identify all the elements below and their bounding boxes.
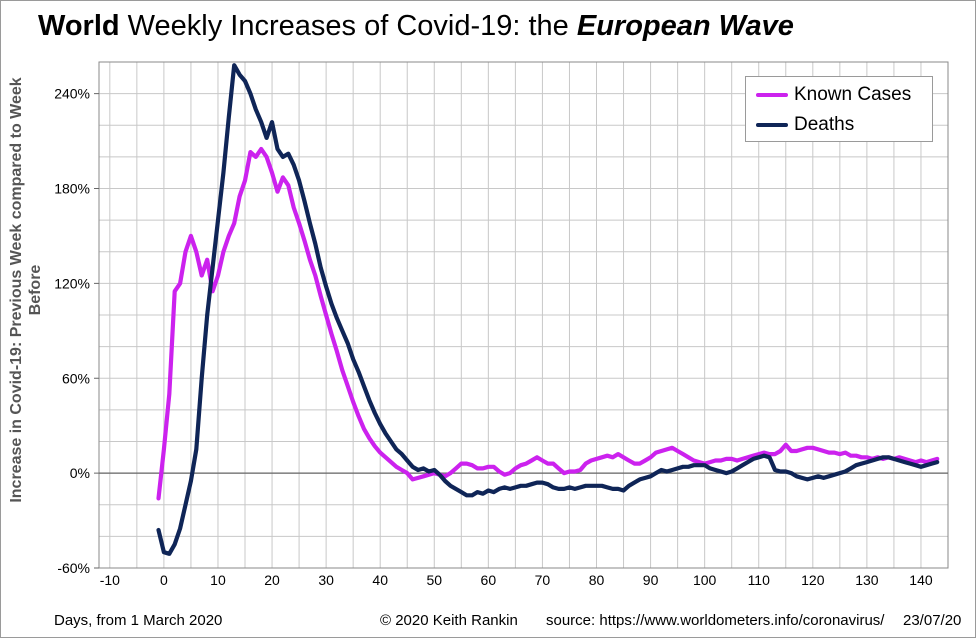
y-tick-label: 240% [54,86,90,102]
x-tick-label: 130 [855,572,879,588]
x-tick-label: 120 [801,572,825,588]
x-axis-label: Days, from 1 March 2020 [54,612,223,629]
plot-area [98,61,949,569]
x-tick-label: 0 [160,572,168,588]
title-world: World [38,10,120,42]
legend-item-deaths: Deaths [756,113,932,137]
y-tick-label: 60% [62,370,90,386]
x-tick-label: 40 [372,572,388,588]
y-tick-label: -60% [57,560,90,576]
data-source: source: https://www.worldometers.info/co… [546,612,885,629]
x-tick-label: 50 [426,572,442,588]
x-tick-label: 90 [643,572,659,588]
legend-swatch-known-cases [756,93,788,97]
x-tick-label: 20 [264,572,280,588]
legend-item-known-cases: Known Cases [756,83,932,107]
y-tick-label: 180% [54,181,90,197]
legend-label-deaths: Deaths [794,114,855,135]
x-tick-label: 100 [693,572,717,588]
copyright-credit: © 2020 Keith Rankin [380,612,518,629]
x-tick-label: 110 [748,572,771,588]
x-tick-label: 10 [210,572,226,588]
legend-label-known-cases: Known Cases [794,84,912,105]
y-tick-label: 120% [54,275,90,291]
x-tick-label: 60 [481,572,497,588]
chart-title: World Weekly Increases of Covid-19: the … [38,10,794,43]
legend: Known Cases Deaths [745,76,933,142]
date-stamp: 23/07/20 [903,612,962,629]
series-line-known-cases [156,146,940,501]
legend-swatch-deaths [756,123,788,127]
x-tick-label: 70 [535,572,551,588]
x-tick-label: 30 [318,572,334,588]
title-middle: Weekly Increases of Covid-19: the [119,10,577,42]
series-line-deaths [156,63,940,556]
x-tick-label: -10 [100,572,120,588]
y-tick-label: 0% [70,465,90,481]
title-emphasis: European Wave [576,10,794,42]
x-tick-label: 80 [589,572,605,588]
x-tick-label: 140 [909,572,933,588]
